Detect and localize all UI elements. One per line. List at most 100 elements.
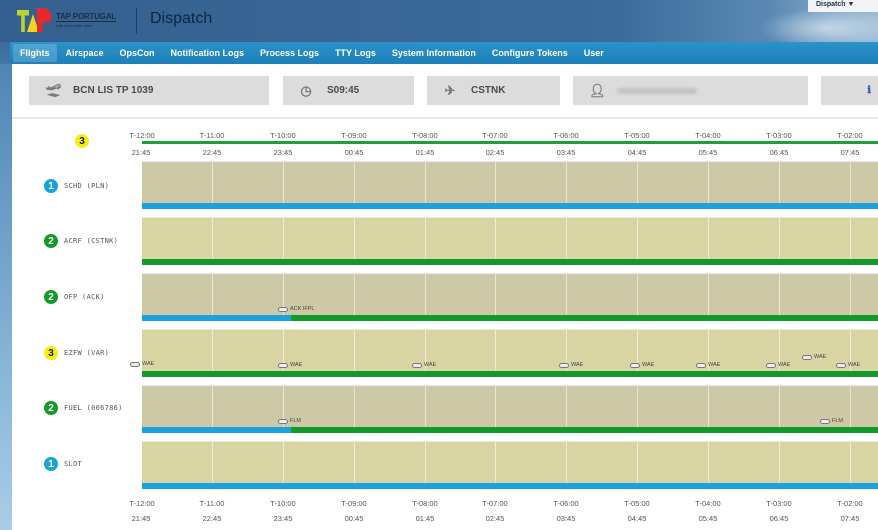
tick-abs: 03:45: [556, 514, 576, 523]
nav-notification-logs[interactable]: Notification Logs: [170, 48, 245, 58]
route-box: 🛫︎ BCN LIS TP 1039: [29, 76, 269, 105]
user-value-redacted: [617, 87, 697, 94]
tick-rel: T-07:00: [482, 131, 508, 140]
lane-ezfw[interactable]: WAE WAE WAE WAE WAE WAE WAE WAE: [142, 329, 878, 371]
tick-rel: T-03:00: [766, 131, 792, 140]
message-marker[interactable]: WAE: [766, 362, 790, 368]
row-label-schd[interactable]: 1 SCHD (PLN): [44, 179, 109, 193]
tap-logo[interactable]: TAP PORTUGAL with arms wide open: [17, 8, 116, 32]
tick-rel: T-06:00: [553, 131, 579, 140]
message-marker[interactable]: ACK IFPL: [278, 306, 314, 312]
message-marker[interactable]: WAE: [412, 362, 436, 368]
aircraft-box: ✈︎ CSTNK: [427, 76, 560, 105]
status-badge: 1: [44, 457, 58, 471]
status-badge: 2: [44, 401, 58, 415]
message-icon: [278, 362, 288, 368]
tick-rel: T-09:00: [341, 499, 367, 508]
row-label-acrf[interactable]: 2 ACRF (CSTNK): [44, 234, 118, 248]
overall-status-badge: 3: [75, 134, 89, 148]
message-icon: [836, 362, 846, 368]
brand-tagline: with arms wide open: [56, 23, 93, 28]
tick-rel: T-05:00: [624, 131, 650, 140]
header-cloud-decoration: [758, 8, 878, 48]
tick-abs: 06:45: [769, 148, 789, 157]
route-value: BCN LIS TP 1039: [73, 85, 154, 96]
tick-abs: 21:45: [131, 514, 151, 523]
progress-bar-ezfw: [142, 371, 878, 377]
message-icon: [802, 354, 812, 360]
tick-abs: 00:45: [344, 514, 364, 523]
row-label-fuel[interactable]: 2 FUEL (006786): [44, 401, 123, 415]
nav-configure-tokens[interactable]: Configure Tokens: [491, 48, 568, 58]
message-marker[interactable]: WAE: [559, 362, 583, 368]
tick-abs: 01:45: [415, 148, 435, 157]
message-marker[interactable]: WAE: [630, 362, 654, 368]
row-label-ezfw[interactable]: 3 EZFW (VAR): [44, 346, 109, 360]
message-marker[interactable]: WAE: [130, 361, 154, 367]
nav-opscon[interactable]: OpsCon: [119, 48, 155, 58]
nav-flights[interactable]: Flights: [13, 44, 57, 62]
lane-ofp[interactable]: ACK IFPL: [142, 273, 878, 315]
message-icon: [820, 418, 830, 424]
row-label-ofp[interactable]: 2 OFP (ACK): [44, 290, 105, 304]
tick-rel: T-04:00: [695, 131, 721, 140]
message-marker[interactable]: FLM: [278, 418, 301, 424]
message-icon: [559, 362, 569, 368]
tick-abs: 01:45: [415, 514, 435, 523]
tick-rel: T-07:00: [482, 499, 508, 508]
lane-acrf[interactable]: [142, 217, 878, 259]
message-marker[interactable]: WAE: [696, 362, 720, 368]
message-marker[interactable]: WAE: [278, 362, 302, 368]
tick-rel: T-12:00: [129, 131, 155, 140]
nav-user[interactable]: User: [583, 48, 604, 58]
clock-icon: ◷: [300, 82, 312, 98]
status-badge: 1: [44, 179, 58, 193]
tick-abs: 02:45: [485, 514, 505, 523]
lane-schd[interactable]: [142, 161, 878, 203]
message-icon: [696, 362, 706, 368]
user-menu-dropdown[interactable]: Dispatch ▼: [808, 0, 878, 12]
status-badge: 2: [44, 234, 58, 248]
tick-rel: T-08:00: [412, 131, 438, 140]
progress-bar-ofp: [142, 315, 878, 321]
info-icon[interactable]: ℹ: [867, 85, 871, 96]
progress-bar-schd: [142, 203, 878, 209]
message-icon: [130, 361, 140, 367]
message-icon: [278, 418, 288, 424]
tick-rel: T-12:00: [129, 499, 155, 508]
tick-abs: 04:45: [627, 148, 647, 157]
tick-rel: T-02:00: [837, 499, 863, 508]
tick-rel: T-11:00: [199, 499, 225, 508]
takeoff-icon: 🛫︎: [45, 82, 62, 98]
tick-abs: 07:45: [840, 514, 860, 523]
tick-rel: T-02:00: [837, 131, 863, 140]
nav-airspace[interactable]: Airspace: [65, 48, 104, 58]
row-label-slot[interactable]: 1 SLOT: [44, 457, 82, 471]
tick-abs: 04:45: [627, 514, 647, 523]
info-box[interactable]: ℹ: [821, 76, 878, 105]
status-badge: 3: [44, 346, 58, 360]
tick-rel: T-11:00: [199, 131, 225, 140]
message-marker[interactable]: WAE: [836, 362, 860, 368]
nav-tty-logs[interactable]: TTY Logs: [335, 48, 376, 58]
lane-slot[interactable]: [142, 441, 878, 483]
nav-process-logs[interactable]: Process Logs: [260, 48, 320, 58]
message-icon: [278, 306, 288, 312]
app-header: TAP PORTUGAL with arms wide open Dispatc…: [0, 0, 878, 48]
tick-abs: 06:45: [769, 514, 789, 523]
tick-abs: 00:45: [344, 148, 364, 157]
tick-abs: 05:45: [698, 148, 718, 157]
user-icon: 👤︎: [589, 82, 606, 98]
nav-system-information[interactable]: System Information: [391, 48, 476, 58]
progress-bar-slot: [142, 483, 878, 489]
tick-abs: 22:45: [202, 514, 222, 523]
time-value: S09:45: [327, 85, 360, 96]
tick-abs: 02:45: [485, 148, 505, 157]
message-marker[interactable]: WAE: [802, 354, 826, 360]
progress-bar-fuel: [142, 427, 878, 433]
tick-abs: 21:45: [131, 148, 151, 157]
message-marker[interactable]: FLM: [820, 418, 843, 424]
tick-abs: 22:45: [202, 148, 222, 157]
lane-fuel[interactable]: FLM FLM: [142, 385, 878, 427]
status-badge: 2: [44, 290, 58, 304]
